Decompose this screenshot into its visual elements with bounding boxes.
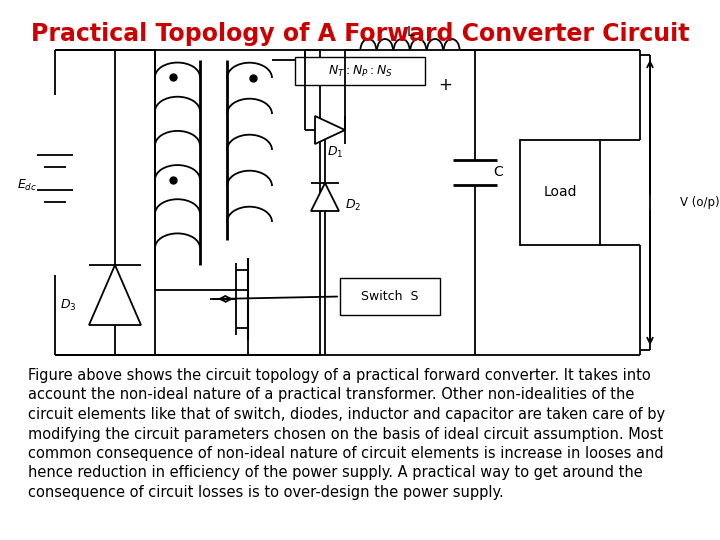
Polygon shape (311, 183, 339, 211)
Polygon shape (89, 265, 141, 325)
Text: $D_3$: $D_3$ (60, 298, 77, 313)
Text: $D_2$: $D_2$ (345, 198, 361, 213)
Text: Figure above shows the circuit topology of a practical forward converter. It tak: Figure above shows the circuit topology … (28, 368, 651, 383)
Bar (295, 57, 425, 85)
Text: +: + (438, 76, 452, 94)
Bar (340, 278, 440, 315)
Text: Practical Topology of A Forward Converter Circuit: Practical Topology of A Forward Converte… (31, 22, 689, 46)
Text: circuit elements like that of switch, diodes, inductor and capacitor are taken c: circuit elements like that of switch, di… (28, 407, 665, 422)
Text: modifying the circuit parameters chosen on the basis of ideal circuit assumption: modifying the circuit parameters chosen … (28, 427, 663, 442)
Text: hence reduction in efficiency of the power supply. A practical way to get around: hence reduction in efficiency of the pow… (28, 465, 643, 481)
Text: $E_{dc}$: $E_{dc}$ (17, 178, 37, 193)
Text: Switch  S: Switch S (361, 290, 419, 303)
Bar (520, 140, 600, 245)
Text: L: L (406, 25, 414, 39)
Text: common consequence of non-ideal nature of circuit elements is increase in looses: common consequence of non-ideal nature o… (28, 446, 664, 461)
Polygon shape (315, 116, 345, 144)
Text: consequence of circuit losses is to over-design the power supply.: consequence of circuit losses is to over… (28, 485, 504, 500)
Text: V (o/p): V (o/p) (680, 196, 719, 209)
Text: Load: Load (544, 186, 577, 199)
Text: $N_T : N_P : N_S$: $N_T : N_P : N_S$ (328, 63, 392, 78)
Text: C: C (493, 165, 503, 179)
Text: $D_1$: $D_1$ (327, 144, 343, 159)
Text: account the non-ideal nature of a practical transformer. Other non-idealities of: account the non-ideal nature of a practi… (28, 388, 634, 402)
